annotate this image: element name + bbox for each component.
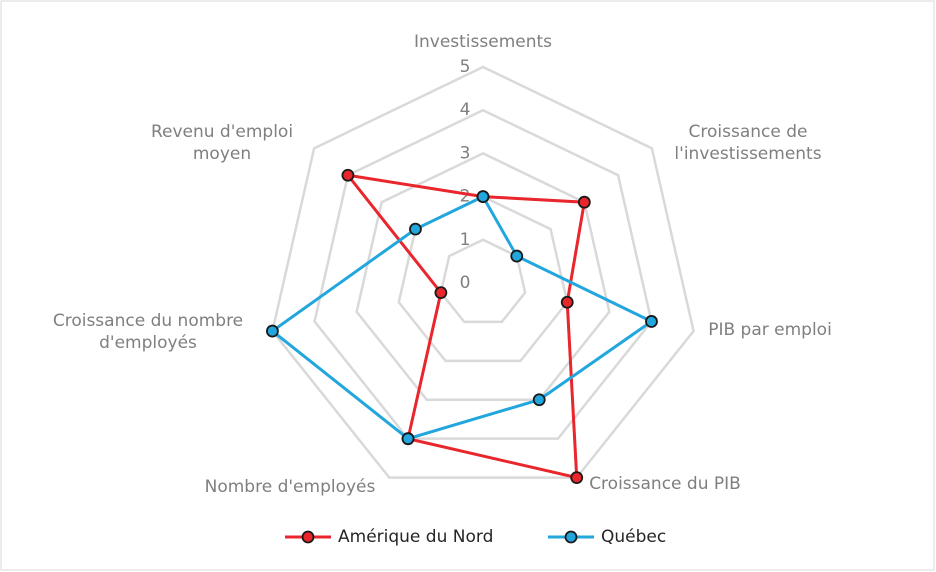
series-marker bbox=[476, 190, 490, 204]
category-label: Croissance du PIB bbox=[589, 474, 741, 494]
tick-label: 3 bbox=[460, 143, 471, 163]
category-label: Revenu d'emploi moyen bbox=[150, 122, 294, 164]
series-marker bbox=[401, 432, 415, 446]
series-marker bbox=[532, 393, 546, 407]
legend-marker bbox=[564, 530, 578, 544]
series-marker bbox=[434, 286, 448, 300]
category-label: Croissance du nombre d'employés bbox=[52, 311, 244, 353]
category-label: Investissements bbox=[413, 32, 553, 52]
grid-ring bbox=[271, 65, 695, 479]
legend-marker bbox=[301, 530, 315, 544]
category-label: PIB par emploi bbox=[708, 320, 832, 340]
tick-label: 4 bbox=[460, 100, 471, 120]
series-marker bbox=[409, 222, 422, 236]
series-marker bbox=[570, 471, 584, 485]
tick-label: 1 bbox=[460, 230, 471, 250]
series-marker bbox=[341, 168, 355, 182]
grid-ring bbox=[355, 152, 611, 402]
tick-label: 5 bbox=[460, 57, 471, 77]
tick-label: 0 bbox=[460, 273, 471, 293]
tick-label: 2 bbox=[460, 187, 471, 207]
legend-label: Amérique du Nord bbox=[338, 527, 493, 547]
series-line bbox=[344, 173, 587, 480]
series-marker bbox=[510, 249, 524, 263]
series-marker bbox=[560, 295, 574, 309]
legend-label: Québec bbox=[601, 527, 666, 547]
grid-ring bbox=[313, 108, 653, 440]
series-marker bbox=[645, 315, 658, 328]
series-line bbox=[269, 194, 655, 441]
category-label: Nombre d'employés bbox=[204, 477, 376, 497]
series-marker bbox=[577, 195, 591, 209]
grid-ring bbox=[397, 195, 569, 363]
series-marker bbox=[266, 324, 279, 338]
category-label: Croissance de l'investissements bbox=[674, 122, 822, 164]
